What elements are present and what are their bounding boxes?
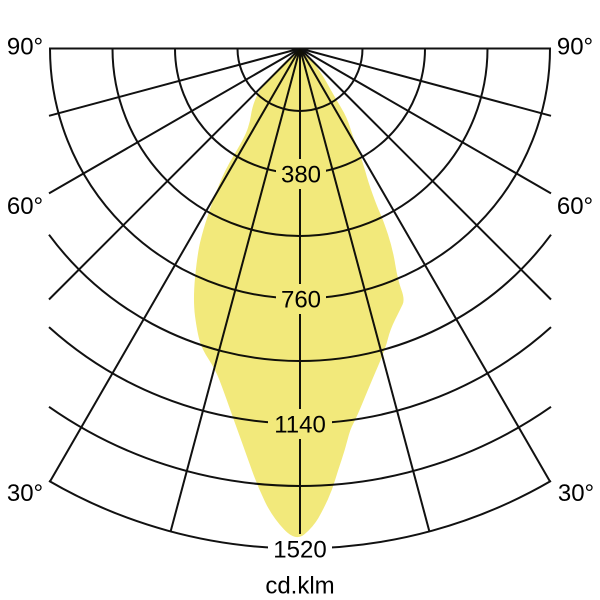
ring-label-box bbox=[268, 534, 332, 564]
grid-radial-line-75 bbox=[299, 47, 552, 117]
angle-label-right-30: 30° bbox=[558, 480, 594, 507]
grid-radial-line-45 bbox=[299, 47, 552, 301]
angle-label-left-90: 90° bbox=[7, 34, 43, 61]
angle-label-left-30: 30° bbox=[7, 480, 43, 507]
ring-label-1520: 1520 bbox=[273, 537, 326, 564]
angle-label-right-60: 60° bbox=[557, 193, 593, 220]
unit-label: cd.klm bbox=[265, 573, 334, 600]
angle-label-right-90: 90° bbox=[557, 34, 593, 61]
beam-lobe-layer bbox=[193, 48, 404, 538]
angle-label-left-60: 60° bbox=[7, 193, 43, 220]
grid-radial-line-60 bbox=[299, 47, 552, 195]
grid-radial-line--60 bbox=[48, 47, 301, 195]
beam-curve bbox=[193, 48, 404, 538]
grid-radial-line--75 bbox=[48, 47, 301, 117]
grid-radial-line--45 bbox=[48, 47, 301, 301]
angle-labels: 90° 60° 30° 90° 60° 30° bbox=[7, 34, 594, 508]
